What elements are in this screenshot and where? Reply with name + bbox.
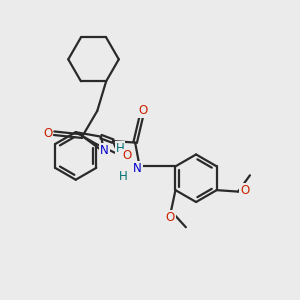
Text: N: N	[100, 144, 109, 157]
Text: O: O	[138, 104, 147, 117]
Text: N: N	[133, 162, 142, 175]
Text: O: O	[122, 149, 131, 162]
Text: O: O	[240, 184, 249, 196]
Text: O: O	[43, 127, 52, 140]
Text: H: H	[116, 142, 124, 154]
Text: O: O	[166, 211, 175, 224]
Text: H: H	[119, 170, 128, 183]
